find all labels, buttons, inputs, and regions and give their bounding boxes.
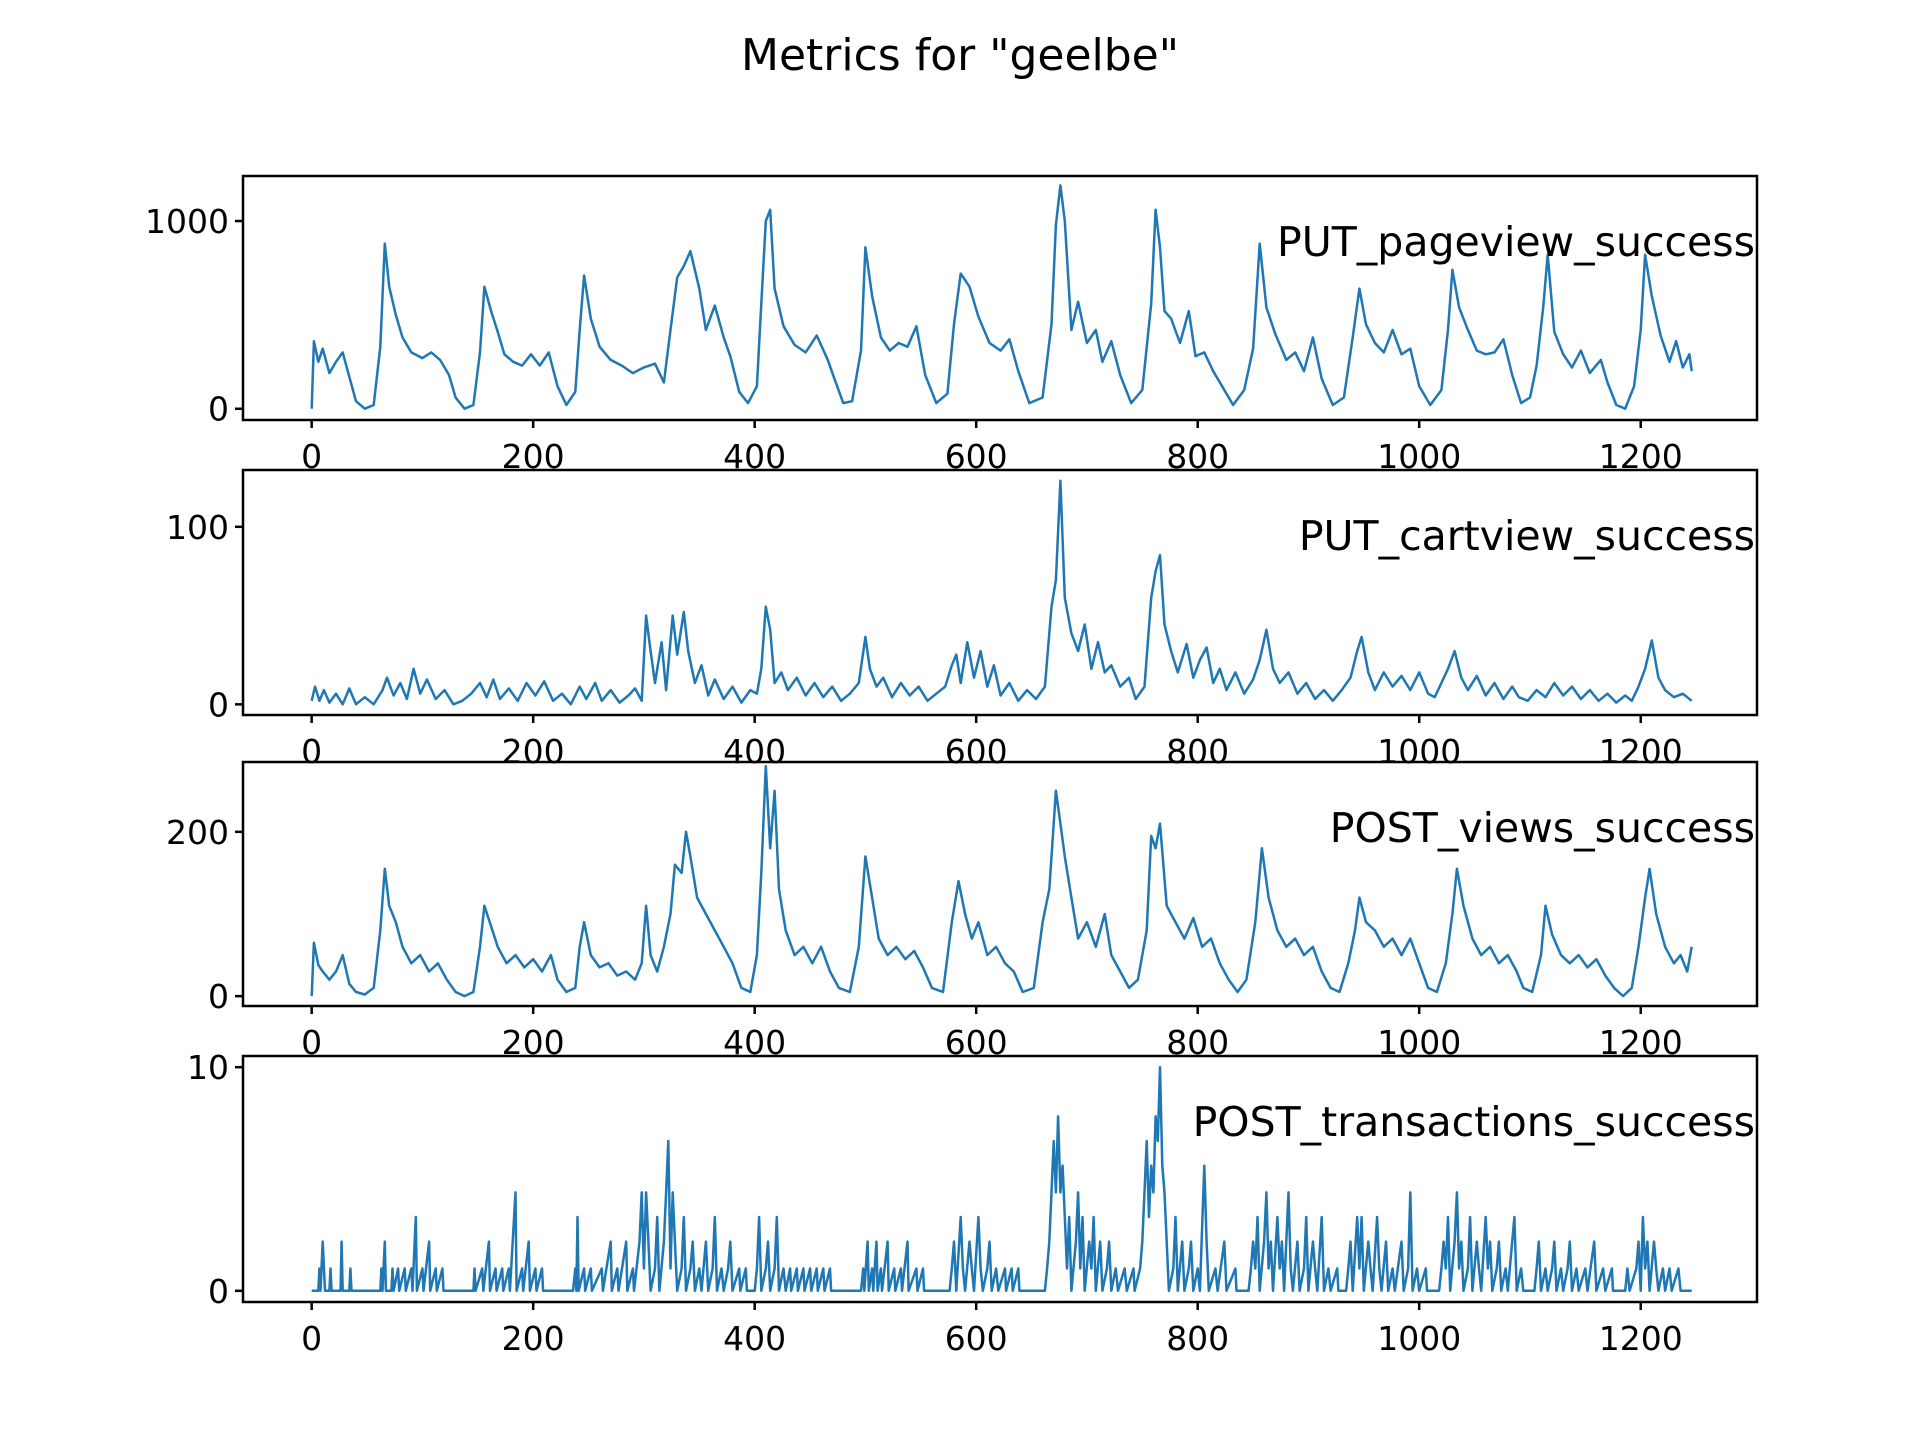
series-line-POST_transactions_success: [311, 1065, 1692, 1293]
axes-frame: [241, 760, 1759, 1008]
y-tick-label: 0: [208, 390, 229, 429]
x-tick-label: 0: [301, 1319, 322, 1358]
y-tick-label: 100: [166, 508, 229, 547]
x-tick-label: 1200: [1599, 732, 1683, 771]
y-tick-label: 10: [187, 1048, 229, 1087]
x-tick-label: 400: [723, 732, 786, 771]
series-line-POST_views_success: [310, 764, 1693, 998]
series-label: POST_transactions_success: [1193, 1098, 1755, 1146]
y-tick-label: 0: [208, 685, 229, 724]
x-tick-label: 1000: [1377, 732, 1461, 771]
x-tick-label: 0: [301, 437, 322, 476]
series-label: PUT_pageview_success: [1277, 218, 1755, 266]
y-tick-label: 0: [208, 977, 229, 1016]
x-tick-label: 400: [723, 1319, 786, 1358]
x-tick-label: 200: [502, 732, 565, 771]
x-tick-label: 600: [945, 732, 1008, 771]
axes-frame: [241, 1054, 1759, 1304]
x-tick-label: 200: [502, 1319, 565, 1358]
x-tick-label: 800: [1166, 1319, 1229, 1358]
axes-frame: [241, 468, 1759, 717]
series-line-PUT_cartview_success: [310, 479, 1693, 706]
series-line-PUT_pageview_success: [310, 184, 1693, 410]
x-tick-label: 1200: [1599, 1319, 1683, 1358]
chart-title: Metrics for "geelbe": [741, 30, 1179, 81]
y-tick-label: 1000: [145, 202, 229, 241]
y-tick-label: 200: [166, 813, 229, 852]
x-tick-label: 0: [301, 1023, 322, 1062]
series-label: POST_views_success: [1330, 804, 1755, 852]
x-tick-label: 1000: [1377, 1319, 1461, 1358]
axes-frame: [241, 174, 1759, 422]
x-tick-label: 600: [945, 1319, 1008, 1358]
series-label: PUT_cartview_success: [1299, 512, 1755, 560]
y-tick-label: 0: [208, 1272, 229, 1311]
x-tick-label: 0: [301, 732, 322, 771]
x-tick-label: 800: [1166, 732, 1229, 771]
